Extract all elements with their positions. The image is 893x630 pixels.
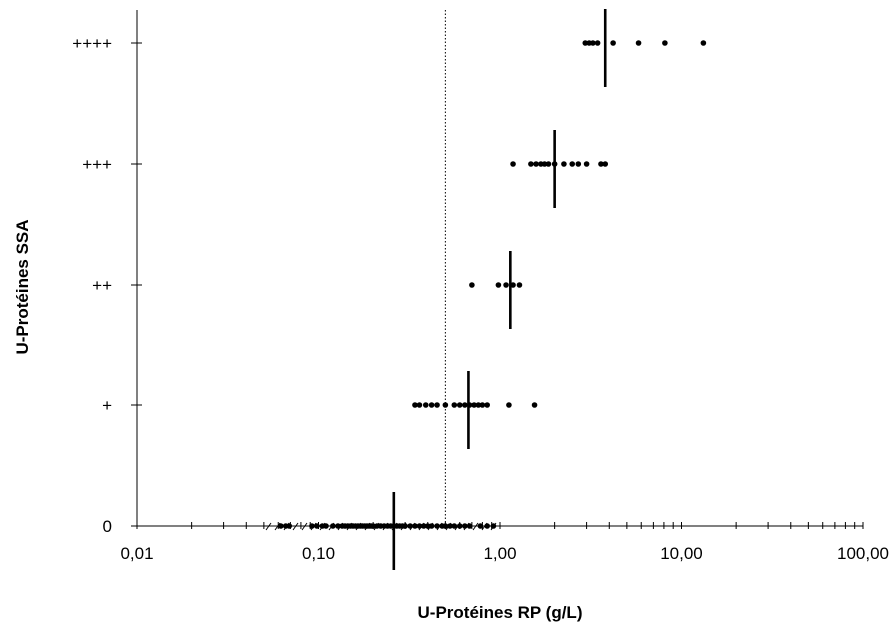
data-point	[420, 523, 427, 529]
data-point	[503, 282, 509, 288]
y-axis-title: U-Protéines SSA	[13, 219, 32, 354]
data-point	[477, 523, 484, 529]
data-point	[428, 402, 435, 408]
baseline-hatch	[472, 522, 479, 531]
data-point	[323, 523, 329, 529]
data-point	[602, 161, 609, 167]
data-point	[561, 161, 567, 167]
data-point	[466, 523, 473, 529]
x-tick-label: 1,00	[483, 544, 516, 563]
data-point	[469, 282, 475, 288]
data-point	[510, 161, 516, 167]
data-point	[456, 523, 463, 529]
data-point	[428, 523, 435, 529]
data-point	[516, 282, 523, 288]
data-point	[583, 161, 590, 167]
baseline-hatch	[265, 522, 272, 531]
data-point	[412, 402, 418, 408]
x-tick-label: 0,10	[302, 544, 335, 563]
data-point	[424, 523, 431, 529]
data-point	[434, 402, 440, 408]
data-point	[407, 523, 413, 529]
data-point	[528, 161, 534, 167]
data-point	[484, 523, 490, 529]
y-tick-label: +	[102, 396, 112, 415]
data-point	[278, 523, 284, 529]
baseline-hatch	[292, 522, 299, 531]
data-point	[412, 523, 418, 529]
data-point	[510, 282, 516, 288]
data-point	[471, 402, 477, 408]
x-tick-label: 100,00	[837, 544, 889, 563]
data-point	[402, 523, 408, 529]
y-tick-label: ++++	[72, 34, 112, 53]
data-point	[484, 402, 490, 408]
data-point	[335, 523, 341, 529]
data-point	[594, 40, 601, 46]
data-point	[541, 161, 548, 167]
data-point	[456, 402, 463, 408]
data-point	[462, 523, 468, 529]
data-point	[416, 523, 423, 529]
data-point	[582, 40, 589, 46]
data-point	[314, 523, 320, 529]
data-point	[635, 40, 642, 46]
y-tick-label: ++	[92, 276, 112, 295]
data-point	[475, 402, 482, 408]
data-point	[416, 402, 423, 408]
data-point	[422, 402, 429, 408]
baseline-hatch	[301, 522, 308, 531]
x-tick-label: 0,01	[120, 544, 153, 563]
x-tick-label: 10,00	[660, 544, 703, 563]
data-point	[330, 523, 336, 529]
data-point	[286, 523, 293, 529]
axes: 0,01 0,10 1,00 10,00 100,000++++++++++	[72, 10, 889, 563]
data-point	[598, 161, 604, 167]
data-point	[462, 402, 468, 408]
data-point	[506, 402, 512, 408]
data-point	[662, 40, 668, 46]
data-point	[451, 523, 458, 529]
x-axis-title: U-Protéines RP (g/L)	[418, 603, 583, 622]
data-point	[545, 161, 552, 167]
marks	[278, 9, 707, 570]
data-point	[451, 402, 458, 408]
data-point	[610, 40, 616, 46]
data-point	[569, 161, 576, 167]
data-point	[309, 523, 315, 529]
data-point	[434, 523, 440, 529]
data-point	[370, 523, 376, 529]
data-point	[479, 402, 486, 408]
data-point	[442, 523, 449, 529]
data-point	[490, 523, 497, 529]
y-tick-label: 0	[103, 517, 112, 536]
data-point	[531, 402, 538, 408]
data-point	[495, 282, 502, 288]
y-tick-label: +++	[82, 155, 112, 174]
data-point	[442, 402, 449, 408]
data-point	[533, 161, 539, 167]
data-point	[590, 40, 596, 46]
data-point	[447, 523, 453, 529]
data-point	[700, 40, 707, 46]
data-point	[575, 161, 582, 167]
